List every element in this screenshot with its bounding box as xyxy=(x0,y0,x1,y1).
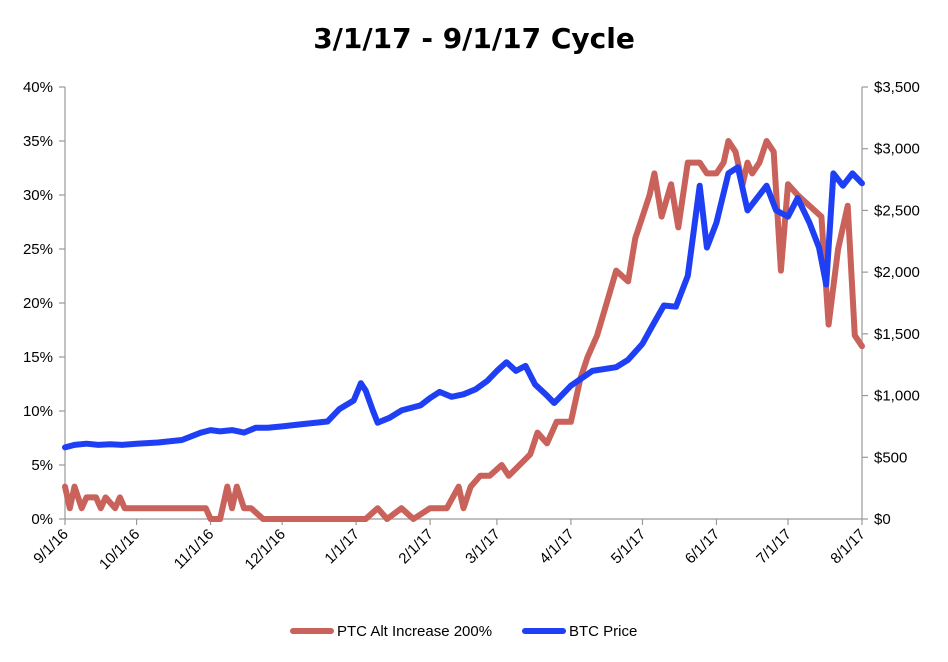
legend-label-1: BTC Price xyxy=(569,623,637,640)
x-tick-label: 9/1/16 xyxy=(30,526,72,568)
x-tick-label: 6/1/17 xyxy=(682,526,724,568)
y-left-tick-label: 15% xyxy=(23,349,53,366)
x-tick-label: 4/1/17 xyxy=(536,526,578,568)
x-tick-label: 5/1/17 xyxy=(608,526,650,568)
y-right-tick-label: $3,000 xyxy=(874,141,920,158)
y-right-tick-label: $3,500 xyxy=(874,79,920,96)
y-right-tick-label: $2,000 xyxy=(874,264,920,281)
legend-label-0: PTC Alt Increase 200% xyxy=(337,623,492,640)
x-tick-label: 2/1/17 xyxy=(395,526,437,568)
x-tick-label: 8/1/17 xyxy=(827,526,869,568)
series-line-1 xyxy=(62,164,865,451)
x-tick-label: 7/1/17 xyxy=(753,526,795,568)
y-left-tick-label: 0% xyxy=(31,511,53,528)
x-tick-label: 1/1/17 xyxy=(321,526,363,568)
y-left-tick-label: 20% xyxy=(23,295,53,312)
y-right-tick-label: $2,500 xyxy=(874,202,920,219)
chart-title: 3/1/17 - 9/1/17 Cycle xyxy=(313,22,635,55)
y-left-tick-label: 30% xyxy=(23,187,53,204)
x-tick-label: 12/1/16 xyxy=(242,526,289,573)
x-tick-label: 11/1/16 xyxy=(171,526,218,573)
y-left-tick-label: 35% xyxy=(23,133,53,150)
x-tick-label: 3/1/17 xyxy=(462,526,504,568)
y-right-tick-label: $0 xyxy=(874,511,891,528)
y-left-tick-label: 5% xyxy=(31,457,53,474)
y-left-tick-label: 40% xyxy=(23,79,53,96)
y-left-tick-label: 10% xyxy=(23,403,53,420)
series-line-0 xyxy=(62,138,865,522)
y-right-tick-label: $500 xyxy=(874,449,907,466)
y-left-tick-label: 25% xyxy=(23,241,53,258)
x-tick-label: 10/1/16 xyxy=(96,526,143,573)
y-right-tick-label: $1,500 xyxy=(874,326,920,343)
y-right-tick-label: $1,000 xyxy=(874,388,920,405)
